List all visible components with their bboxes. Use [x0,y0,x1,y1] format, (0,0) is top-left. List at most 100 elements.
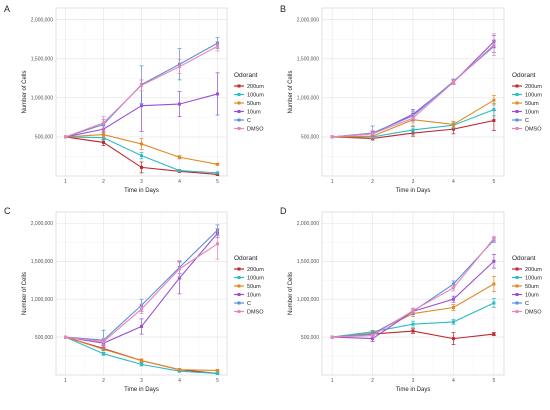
x-tick-label: 3 [412,378,415,384]
x-tick-label: 4 [178,378,181,384]
y-tick-label: 1,000,000 [297,96,319,102]
data-point [451,306,455,310]
data-point [492,108,496,112]
legend-item-c: C [234,301,251,307]
legend-swatch-marker [237,301,241,305]
x-tick-label: 3 [140,179,143,185]
data-point [492,332,496,336]
legend: Odorant 200um 100um 50um 10um C DMSO [512,72,542,132]
x-tick-label: 1 [64,179,67,185]
legend-label: 50um [525,284,539,290]
data-point [140,104,143,108]
legend-title: Odorant [512,255,536,262]
panel-label: B [280,4,286,14]
legend: Odorant 200um 100um 50um 10um C DMSO [234,255,264,315]
legend-item-200um: 200um [512,84,542,90]
x-tick-label: 2 [371,179,374,185]
data-point [411,309,415,313]
legend-swatch-marker [237,127,241,130]
data-point [216,371,219,375]
legend-swatch-marker [237,267,241,271]
legend-label: 10um [247,292,261,298]
data-point [178,169,181,173]
data-point [140,362,143,366]
legend-swatch-marker [237,110,241,113]
legend-swatch-marker [515,293,519,296]
y-axis-label: Number of Cells [288,70,294,113]
legend-swatch-marker [515,267,519,271]
data-point [102,352,105,356]
data-point [140,165,143,169]
legend-item-100um: 100um [234,275,264,281]
legend-item-50um: 50um [234,101,261,107]
x-tick-label: 5 [216,179,219,185]
legend-swatch-marker [515,84,519,88]
panel-a: A 500,000 1,000,000 1,500,000 2,000,000 1 2 3 4 5… [4,4,264,194]
data-point [178,368,181,372]
y-tick-label: 1,500,000 [31,259,53,265]
legend-swatch-marker [515,118,519,122]
legend-swatch-marker [237,101,241,105]
legend-label: 100um [247,275,264,281]
data-point [140,142,143,146]
y-axis-label: Number of Cells [22,70,28,113]
legend-item-10um: 10um [512,292,539,298]
data-point [216,368,219,372]
data-point [216,171,219,175]
data-point [330,135,334,139]
y-axis-label: Number of Cells [288,272,294,315]
x-axis-label: Time in Days [124,188,159,194]
y-tick-label: 500,000 [35,135,53,141]
legend-label: 200um [525,267,542,273]
legend-label: C [525,301,529,307]
data-point [140,324,143,328]
data-point [178,369,181,373]
legend-item-50um: 50um [512,284,539,290]
legend-item-50um: 50um [234,284,261,290]
data-point [102,140,105,144]
legend-item-200um: 200um [512,267,542,273]
panel-label: C [4,206,11,216]
series-dmso [64,41,220,139]
panel-d: D 500,000 1,000,000 1,500,000 2,000,000 1 2 3 4 5… [280,206,542,393]
series-dmso [330,235,496,339]
data-point [411,128,415,132]
data-point [216,162,219,166]
x-axis-label: Time in Days [396,387,431,393]
legend-item-dmso: DMSO [512,126,542,132]
data-point [178,267,181,271]
data-point [492,98,496,102]
data-point [371,132,375,136]
data-point [140,83,143,87]
legend-swatch-marker [237,93,241,96]
x-tick-label: 5 [492,378,495,384]
legend-label: 50um [525,101,539,107]
legend-swatch-marker [515,284,519,288]
legend-item-50um: 50um [512,101,539,107]
x-axis-label: Time in Days [124,387,159,393]
legend-swatch-marker [515,127,519,130]
y-tick-label: 1,500,000 [297,259,319,265]
data-point [216,92,219,96]
y-tick-label: 2,000,000 [297,221,319,227]
legend-title: Odorant [234,255,258,262]
y-tick-label: 500,000 [301,135,319,141]
data-point [451,286,455,290]
legend-swatch-marker [515,101,519,105]
legend-item-200um: 200um [234,267,264,273]
x-tick-label: 1 [331,179,334,185]
legend-label: 10um [525,109,539,115]
data-point [102,121,105,125]
data-point [411,116,415,120]
x-tick-label: 1 [331,378,334,384]
data-point [216,242,219,246]
x-tick-label: 4 [452,378,455,384]
data-point [140,359,143,363]
legend-label: 200um [525,84,542,90]
legend-item-100um: 100um [512,92,542,98]
legend-label: 200um [247,267,264,273]
legend-swatch-marker [237,84,241,88]
data-point [451,122,455,126]
x-tick-label: 2 [102,378,105,384]
legend-label: DMSO [247,126,264,132]
